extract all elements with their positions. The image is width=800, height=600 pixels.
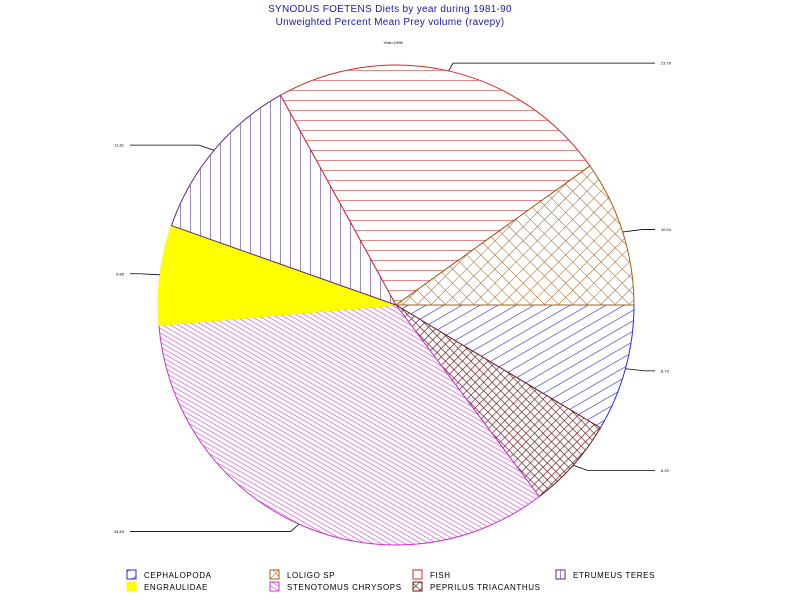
legend-label-stenotomus-chrysops: STENOTOMUS CHRYSOPS [287,583,402,592]
legend-label-loligo-sp: LOLIGO SP [287,571,335,580]
chart-subtitle: Unweighted Percent Mean Prey volume (rav… [276,17,505,28]
leader-line-peprilus-triacanthus [573,464,655,471]
value-label-etrumeus-teres: 11.81 [114,143,124,148]
leader-line-etrumeus-teres [130,144,215,151]
legend-swatch-etrumeus-teres [555,569,566,580]
legend-label-engraulidae: ENGRAULIDAE [144,583,208,592]
legend-label-cephalopoda: CEPHALOPODA [144,571,212,580]
pie-slice-loligo-sp [394,165,635,306]
legend-swatch-stenotomus-chrysops [269,581,280,592]
legend-label-fish: FISH [430,571,451,580]
value-label-peprilus-triacanthus: 6.29 [661,468,670,473]
pie-slices [157,64,635,546]
legend-swatch-fish [412,569,423,580]
legend: CEPHALOPODA LOLIGO SP FISH ETRUMEUS TERES EN… [126,569,655,592]
legend-swatch-peprilus-triacanthus [412,581,423,592]
pie-slice-etrumeus-teres [170,94,398,306]
chart-note: Year=1998 [383,40,403,45]
value-label-cephalopoda: 8.73 [661,368,670,373]
value-label-fish: 23.70 [661,61,672,66]
leader-line-fish [448,62,655,72]
leader-line-loligo-sp [622,229,655,233]
legend-swatch-cephalopoda [126,569,137,580]
legend-label-etrumeus-teres: ETRUMEUS TERES [573,571,655,580]
pie-slice-fish [279,64,591,306]
legend-label-peprilus-triacanthus: PEPRILUS TRIACANTHUS [430,583,541,592]
leader-line-cephalopoda [625,368,655,372]
value-label-engraulidae: 6.85 [116,271,125,276]
legend-swatch-loligo-sp [269,569,280,580]
value-label-loligo-sp: 10.04 [661,227,672,232]
leader-line-stenotomus-chrysops [130,523,300,532]
pie-value-labels: 8.73 6.29 34.63 6.85 11.81 23.70 10.04 [114,61,672,534]
value-label-stenotomus-chrysops: 34.63 [114,529,125,534]
chart-title: SYNODUS FOETENS Diets by year during 198… [268,4,512,15]
leader-line-engraulidae [130,273,160,276]
legend-swatch-engraulidae [126,581,137,592]
